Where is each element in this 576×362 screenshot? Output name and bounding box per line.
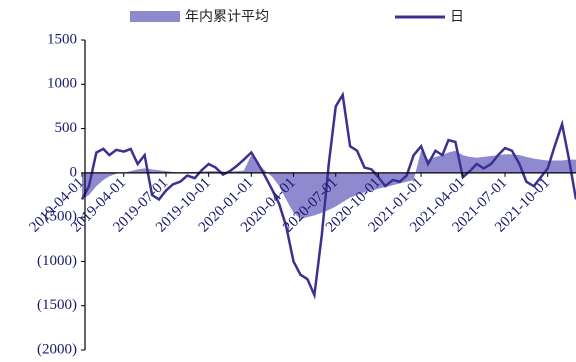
legend-swatch bbox=[130, 11, 180, 22]
y-tick-label: 1500 bbox=[47, 31, 77, 47]
y-tick-label: (1000) bbox=[37, 253, 77, 269]
y-tick-label: (2000) bbox=[37, 341, 77, 357]
y-tick-label: 0 bbox=[70, 164, 78, 180]
area bbox=[82, 150, 576, 219]
y-tick-label: (500) bbox=[45, 209, 78, 225]
line bbox=[80, 91, 576, 300]
y-tick-label: 500 bbox=[55, 120, 78, 136]
legend-label: 年内累计平均 bbox=[185, 9, 269, 25]
legend-label: 日 bbox=[450, 9, 464, 25]
y-tick-label: (1500) bbox=[37, 297, 77, 313]
y-tick-label: 1000 bbox=[47, 76, 77, 92]
